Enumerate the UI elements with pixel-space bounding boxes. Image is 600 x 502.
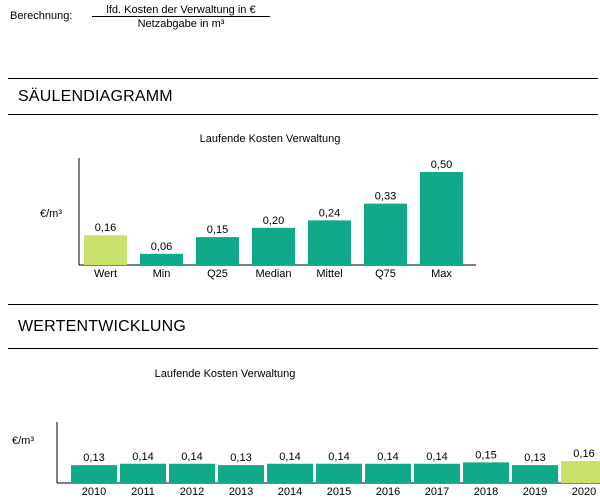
data-label: 0,13 (524, 452, 545, 464)
data-label: 0,14 (426, 451, 447, 463)
bar-2012 (169, 463, 215, 483)
section-title-bar-chart: SÄULENDIAGRAMM (18, 88, 173, 105)
tick-label: 2015 (327, 486, 351, 498)
bar-wert (84, 235, 127, 265)
data-label: 0,20 (263, 215, 284, 227)
bar-2011 (120, 463, 166, 483)
bar-2020 (561, 461, 600, 483)
chart-title-bar: Laufende Kosten Verwaltung (199, 133, 341, 145)
bar-2015 (316, 463, 362, 483)
bar-q25 (196, 237, 239, 265)
data-label: 0,06 (151, 241, 172, 253)
tick-label: 2014 (278, 486, 302, 498)
data-label: 0,14 (377, 451, 398, 463)
section-divider-bottom-2 (8, 348, 598, 349)
tick-label: 2018 (474, 486, 498, 498)
data-label: 0,14 (279, 451, 300, 463)
tick-label: 2016 (376, 486, 400, 498)
bar-median (252, 227, 295, 265)
section-divider-top (8, 78, 598, 79)
data-label: 0,24 (319, 207, 340, 219)
tick-label: 2012 (180, 486, 204, 498)
tick-label: 2020 (572, 486, 596, 498)
bar-2013 (218, 465, 264, 483)
bar-min (140, 253, 183, 265)
bar-chart: €/m³ 0,16 Wert 0,06 Min 0,15 Q25 0,20 Median 0,24… (40, 158, 476, 280)
data-label: 0,14 (132, 451, 153, 463)
tick-label: 2019 (523, 486, 547, 498)
formula-numerator: lfd. Kosten der Verwaltung in € (106, 4, 256, 16)
data-label: 0,15 (475, 449, 496, 461)
trend-bar-chart: €/m³ 0,13 2010 0,14 2011 0,14 2012 0,13 2013 0,14… (12, 422, 600, 498)
bar-2010 (71, 465, 117, 483)
bar-2016 (365, 463, 411, 483)
fraction-line (92, 16, 270, 17)
bar-q75 (364, 203, 407, 265)
y-axis-label: €/m³ (40, 208, 62, 220)
data-label: 0,13 (83, 452, 104, 464)
tick-label: 2010 (82, 486, 106, 498)
section-divider-bottom (8, 114, 598, 115)
formula-denominator: Netzabgabe in m³ (137, 18, 225, 30)
data-label: 0,33 (375, 191, 396, 203)
bar-2019 (512, 465, 558, 483)
tick-label: Max (431, 268, 452, 280)
bar-mittel (308, 220, 351, 265)
section-title-trend: WERTENTWICKLUNG (18, 318, 187, 335)
bar-2018 (463, 462, 509, 483)
data-label: 0,13 (230, 452, 251, 464)
tick-label: 2013 (229, 486, 253, 498)
calculation-label: Berechnung: (10, 10, 73, 22)
tick-label: Min (153, 268, 171, 280)
bar-2017 (414, 463, 460, 483)
data-label: 0,16 (95, 222, 116, 234)
tick-label: Mittel (316, 268, 342, 280)
section-divider-top-2 (8, 304, 598, 305)
data-label: 0,16 (573, 448, 594, 460)
tick-label: Q25 (207, 268, 228, 280)
data-label: 0,14 (181, 451, 202, 463)
data-label: 0,14 (328, 451, 349, 463)
data-label: 0,15 (207, 224, 228, 236)
y-axis-label: €/m³ (12, 435, 34, 447)
tick-label: 2017 (425, 486, 449, 498)
chart-title-trend: Laufende Kosten Verwaltung (154, 368, 296, 380)
tick-label: Median (255, 268, 291, 280)
tick-label: Q75 (375, 268, 396, 280)
data-label: 0,50 (431, 159, 452, 171)
tick-label: 2011 (131, 486, 155, 498)
tick-label: Wert (94, 268, 117, 280)
bar-max (420, 172, 463, 265)
bar-2014 (267, 463, 313, 483)
